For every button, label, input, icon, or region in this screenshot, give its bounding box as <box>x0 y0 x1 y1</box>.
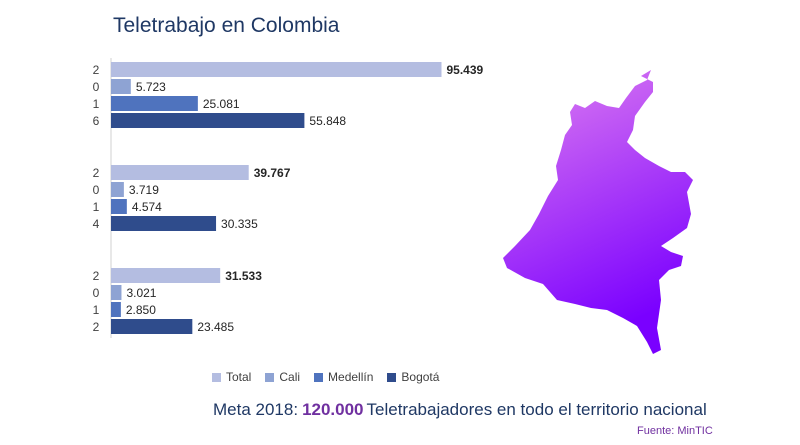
chart-title: Teletrabajo en Colombia <box>113 14 340 37</box>
legend-swatch <box>314 372 324 382</box>
data-label-total-group-2: 31.533 <box>225 269 262 283</box>
bar-cali-group-2 <box>111 285 122 300</box>
data-label-medellín-group-2: 2.850 <box>126 303 156 317</box>
data-label-total-group-1: 39.767 <box>254 166 291 180</box>
bar-medellín-group-0 <box>111 96 198 111</box>
legend: Total Cali Medellín Bogotá <box>212 370 439 384</box>
colombia-shape <box>503 70 693 354</box>
data-label-bogotá-group-1: 30.335 <box>221 217 258 231</box>
data-label-cali-group-0: 5.723 <box>136 80 166 94</box>
colombia-map-icon <box>503 70 693 354</box>
legend-item-medellín: Medellín <box>314 370 373 384</box>
legend-swatch <box>265 372 275 382</box>
y-tick-label: 0 <box>93 80 100 94</box>
bar-total-group-1 <box>111 165 249 180</box>
y-tick-label: 0 <box>93 183 100 197</box>
data-label-cali-group-1: 3.719 <box>129 183 159 197</box>
bar-bogotá-group-0 <box>111 113 305 128</box>
y-tick-label: 2 <box>93 166 100 180</box>
legend-label: Total <box>226 370 252 384</box>
legend-swatch <box>387 372 397 382</box>
y-tick-label: 2 <box>93 269 100 283</box>
y-tick-label: 2 <box>93 63 100 77</box>
bar-total-group-0 <box>111 62 442 77</box>
source-note: Fuente: MinTIC <box>637 425 713 437</box>
bar-bogotá-group-2 <box>111 319 193 334</box>
data-label-medellín-group-1: 4.574 <box>132 200 162 214</box>
bar-total-group-2 <box>111 268 221 283</box>
legend-label: Cali <box>279 370 301 384</box>
meta-line: Meta 2018: 120.000 Teletrabajadores en tod… <box>213 400 707 420</box>
y-tick-label: 6 <box>93 114 100 128</box>
meta-goal: 120.000 <box>302 400 364 419</box>
bar-cali-group-0 <box>111 79 131 94</box>
bar-medellín-group-1 <box>111 199 127 214</box>
legend-label: Bogotá <box>401 370 440 384</box>
legend-label: Medellín <box>328 370 374 384</box>
y-tick-label: 1 <box>93 200 100 214</box>
y-tick-label: 4 <box>93 217 100 231</box>
y-tick-label: 1 <box>93 303 100 317</box>
bar-medellín-group-2 <box>111 302 121 317</box>
bar-cali-group-1 <box>111 182 124 197</box>
bar-bogotá-group-1 <box>111 216 217 231</box>
legend-item-bogotá: Bogotá <box>387 370 439 384</box>
meta-rest: Teletrabajadores en todo el territorio n… <box>366 400 707 419</box>
data-label-total-group-0: 95.439 <box>447 63 484 77</box>
data-label-bogotá-group-2: 23.485 <box>197 320 234 334</box>
legend-item-total: Total <box>212 370 251 384</box>
data-label-bogotá-group-0: 55.848 <box>309 114 346 128</box>
y-tick-label: 1 <box>93 97 100 111</box>
y-tick-label: 2 <box>93 320 100 334</box>
y-tick-label: 0 <box>93 286 100 300</box>
meta-label: Meta 2018: <box>213 400 299 419</box>
data-label-medellín-group-0: 25.081 <box>203 97 240 111</box>
legend-swatch <box>212 372 221 382</box>
data-label-cali-group-2: 3.021 <box>126 286 156 300</box>
legend-item-cali: Cali <box>265 370 300 384</box>
